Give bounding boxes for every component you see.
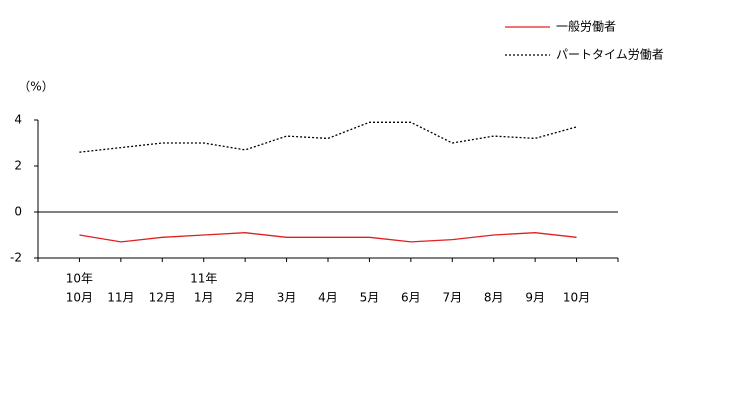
x-tick-label: 8月	[484, 291, 504, 305]
x-tick-label: 1月	[194, 291, 214, 305]
y-tick-label: 4	[14, 113, 22, 127]
series-line	[79, 232, 577, 243]
y-axis-label: （%）	[18, 80, 53, 94]
year-label: 10年	[66, 272, 93, 286]
y-tick-label: 2	[14, 159, 22, 173]
y-tick-label: -2	[10, 251, 22, 265]
year-label: 11年	[190, 272, 217, 286]
series-line	[79, 121, 577, 153]
x-tick-label: 10月	[66, 291, 93, 305]
x-tick-label: 11月	[107, 291, 134, 305]
legend-label: 一般労働者	[556, 19, 616, 34]
x-tick-label: 7月	[442, 291, 462, 305]
y-tick-label: 0	[14, 205, 22, 219]
x-tick-label: 9月	[525, 291, 545, 305]
x-tick-label: 2月	[235, 291, 255, 305]
x-tick-label: 12月	[149, 291, 176, 305]
x-tick-label: 4月	[318, 291, 338, 305]
legend-label: パートタイム労働者	[556, 48, 664, 62]
x-tick-label: 3月	[277, 291, 297, 305]
x-tick-label: 6月	[401, 291, 421, 305]
x-tick-label: 10月	[563, 291, 590, 305]
x-tick-label: 5月	[360, 291, 380, 305]
